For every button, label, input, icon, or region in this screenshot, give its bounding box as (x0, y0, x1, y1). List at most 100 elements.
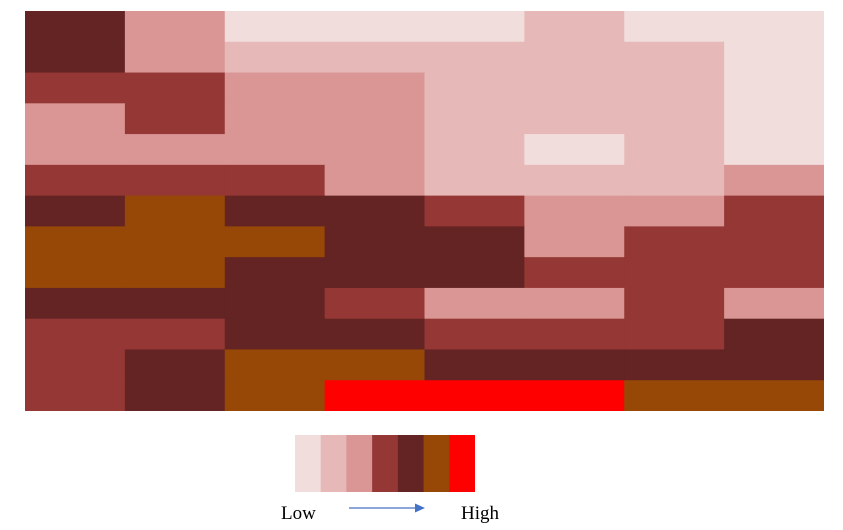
heatmap-cell-r1-c2 (224, 41, 326, 74)
heatmap-cell-r10-c7 (724, 318, 824, 351)
heatmap-cell-r2-c5 (524, 72, 625, 104)
heatmap-cell-r5-c6 (624, 164, 725, 197)
legend-swatch-4 (372, 435, 399, 492)
heatmap-cell-r6-c5 (524, 195, 625, 227)
heatmap-cell-r7-c1 (124, 226, 226, 258)
heatmap-cell-r11-c5 (524, 349, 625, 381)
heatmap-cell-r5-c4 (424, 164, 525, 197)
heatmap-cell-r12-c7 (724, 380, 824, 411)
heatmap-cell-r11-c1 (124, 349, 226, 381)
heatmap-cell-r11-c3 (324, 349, 426, 381)
heatmap-cell-r8-c6 (624, 257, 725, 289)
heatmap-cell-r12-c0 (25, 380, 126, 411)
heatmap-cell-r12-c4 (424, 380, 525, 411)
heatmap-cell-r1-c6 (624, 41, 725, 74)
heatmap-cell-r6-c3 (324, 195, 426, 227)
heatmap-grid (25, 11, 824, 411)
heatmap-cell-r12-c5 (524, 380, 625, 411)
heatmap-cell-r12-c3 (324, 380, 426, 411)
heatmap-cell-r0-c5 (524, 11, 625, 43)
heatmap-cell-r12-c1 (124, 380, 226, 411)
heatmap-cell-r3-c7 (724, 103, 824, 135)
heatmap-cell-r12-c6 (624, 380, 725, 411)
heatmap-cell-r9-c6 (624, 287, 725, 320)
heatmap-cell-r10-c4 (424, 318, 525, 351)
heatmap-cell-r3-c1 (124, 103, 226, 135)
heatmap-cell-r6-c0 (25, 195, 126, 227)
heatmap-cell-r7-c7 (724, 226, 824, 258)
heatmap-cell-r5-c0 (25, 164, 126, 197)
heatmap-cell-r2-c6 (624, 72, 725, 104)
heatmap-cell-r11-c6 (624, 349, 725, 381)
legend-high-label: High (461, 503, 499, 524)
heatmap-cell-r1-c7 (724, 41, 824, 74)
legend-low-label: Low (281, 503, 316, 524)
heatmap-cell-r9-c4 (424, 287, 525, 320)
heatmap-cell-r3-c2 (224, 103, 326, 135)
heatmap-cell-r4-c5 (524, 134, 625, 166)
heatmap-cell-r9-c1 (124, 287, 226, 320)
heatmap-cell-r1-c0 (25, 41, 126, 74)
heatmap-cell-r0-c2 (224, 11, 326, 43)
heatmap-cell-r10-c0 (25, 318, 126, 351)
heatmap-cell-r10-c5 (524, 318, 625, 351)
heatmap-cell-r7-c0 (25, 226, 126, 258)
heatmap-cell-r7-c5 (524, 226, 625, 258)
heatmap-cell-r8-c3 (324, 257, 426, 289)
heatmap-cell-r4-c2 (224, 134, 326, 166)
heatmap-cell-r11-c4 (424, 349, 525, 381)
heatmap-cell-r9-c3 (324, 287, 426, 320)
heatmap-cell-r6-c7 (724, 195, 824, 227)
heatmap-cell-r6-c2 (224, 195, 326, 227)
heatmap-cell-r10-c2 (224, 318, 326, 351)
heatmap-cell-r10-c1 (124, 318, 226, 351)
legend-swatch-2 (320, 435, 347, 492)
heatmap-cell-r1-c1 (124, 41, 226, 74)
heatmap-cell-r3-c3 (324, 103, 426, 135)
heatmap-cell-r4-c7 (724, 134, 824, 166)
heatmap-cell-r5-c3 (324, 164, 426, 197)
heatmap-cell-r0-c7 (724, 11, 824, 43)
heatmap-cell-r9-c0 (25, 287, 126, 320)
heatmap-cell-r8-c4 (424, 257, 525, 289)
legend-swatch-7 (449, 435, 475, 492)
heatmap-cell-r6-c1 (124, 195, 226, 227)
heatmap-cell-r8-c5 (524, 257, 625, 289)
heatmap-cell-r9-c2 (224, 287, 326, 320)
heatmap-cell-r3-c5 (524, 103, 625, 135)
heatmap-cell-r0-c3 (324, 11, 426, 43)
heatmap-cell-r2-c4 (424, 72, 525, 104)
heatmap-cell-r0-c1 (124, 11, 226, 43)
heatmap-cell-r3-c4 (424, 103, 525, 135)
heatmap-cell-r11-c7 (724, 349, 824, 381)
heatmap-cell-r6-c4 (424, 195, 525, 227)
heatmap-cell-r5-c2 (224, 164, 326, 197)
heatmap-cell-r3-c0 (25, 103, 126, 135)
heatmap-cell-r0-c6 (624, 11, 725, 43)
heatmap-cell-r5-c1 (124, 164, 226, 197)
heatmap-cell-r1-c3 (324, 41, 426, 74)
heatmap-cell-r8-c7 (724, 257, 824, 289)
heatmap-cell-r2-c3 (324, 72, 426, 104)
heatmap-cell-r6-c6 (624, 195, 725, 227)
heatmap-cell-r7-c6 (624, 226, 725, 258)
heatmap-cell-r0-c0 (25, 11, 126, 43)
heatmap-cell-r5-c7 (724, 164, 824, 197)
heatmap-cell-r11-c2 (224, 349, 326, 381)
heatmap-cell-r9-c7 (724, 287, 824, 320)
heatmap-cell-r4-c6 (624, 134, 725, 166)
heatmap-cell-r11-c0 (25, 349, 126, 381)
heatmap-cell-r8-c0 (25, 257, 126, 289)
heatmap-cell-r8-c1 (124, 257, 226, 289)
heatmap-cell-r7-c4 (424, 226, 525, 258)
legend-swatch-5 (397, 435, 425, 492)
heatmap-cell-r1-c5 (524, 41, 625, 74)
heatmap-cell-r0-c4 (424, 11, 525, 43)
low-to-high-arrow-icon (349, 503, 425, 513)
heatmap-cell-r2-c2 (224, 72, 326, 104)
heatmap-cell-r10-c6 (624, 318, 725, 351)
heatmap-cell-r2-c7 (724, 72, 824, 104)
heatmap-cell-r4-c4 (424, 134, 525, 166)
legend-swatch-3 (346, 435, 373, 492)
